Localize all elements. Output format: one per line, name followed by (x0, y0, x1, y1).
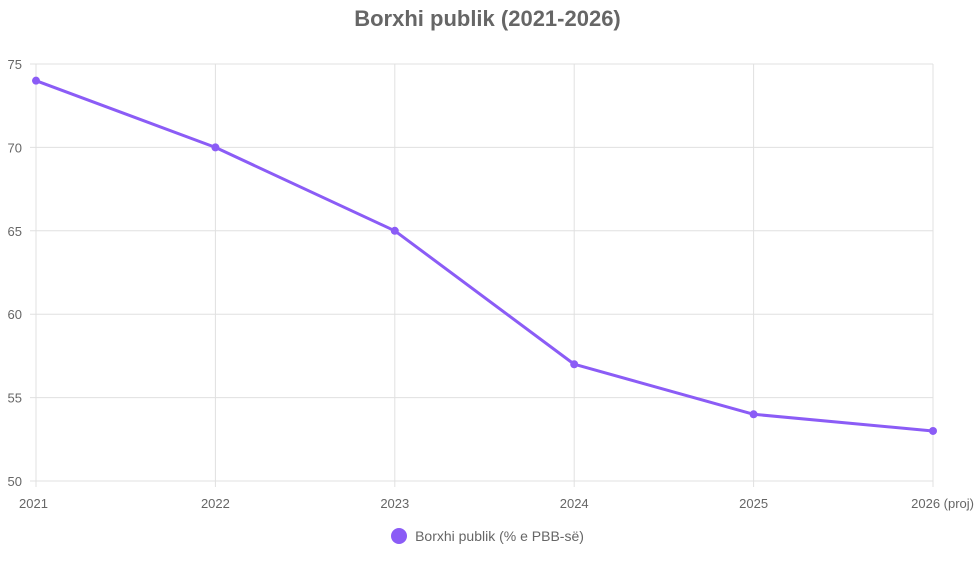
data-point[interactable] (390, 226, 399, 235)
series-layer (32, 76, 937, 435)
data-point[interactable] (749, 410, 758, 419)
x-tick-labels: 2021 2022 2023 2024 2025 2026 (proj) (19, 496, 974, 511)
data-point[interactable] (211, 143, 220, 152)
x-tick-label: 2022 (201, 496, 230, 511)
y-tick-label: 60 (8, 307, 22, 322)
y-tick-label: 55 (8, 391, 22, 406)
y-gridlines (30, 63, 933, 482)
y-tick-label: 70 (8, 140, 22, 155)
legend-label: Borxhi publik (% e PBB-së) (415, 528, 584, 544)
y-tick-label: 50 (8, 474, 22, 489)
x-gridlines (35, 64, 934, 487)
legend-item[interactable]: Borxhi publik (% e PBB-së) (391, 528, 584, 544)
y-tick-label: 75 (8, 57, 22, 72)
x-tick-label: 2026 (proj) (911, 496, 974, 511)
chart-title: Borxhi publik (2021-2026) (354, 6, 621, 31)
x-tick-label: 2025 (739, 496, 768, 511)
data-point[interactable] (570, 360, 579, 369)
x-tick-label: 2024 (560, 496, 589, 511)
legend-swatch-icon (391, 528, 408, 544)
data-point[interactable] (929, 426, 937, 435)
x-tick-label: 2023 (380, 496, 409, 511)
x-tick-label: 2021 (19, 496, 48, 511)
data-point[interactable] (32, 76, 40, 85)
y-tick-label: 65 (8, 224, 22, 239)
series-line (34, 79, 935, 433)
legend: Borxhi publik (% e PBB-së) (0, 528, 975, 547)
y-tick-labels: 50 55 60 65 70 75 (8, 57, 22, 489)
